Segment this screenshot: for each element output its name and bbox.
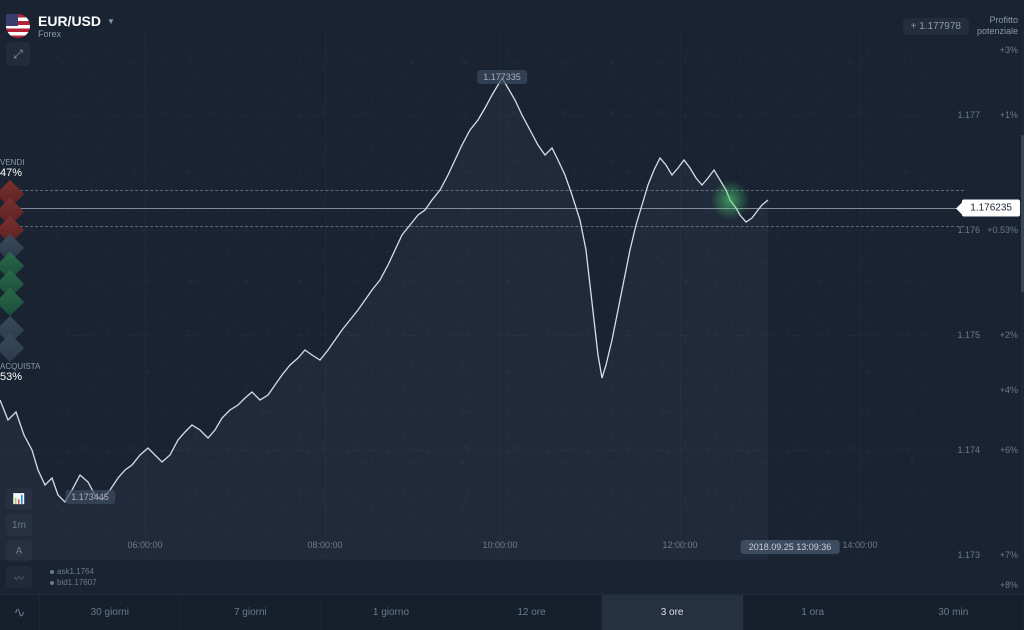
pair-type: Forex <box>38 29 115 39</box>
chart-area: 1.177335 1.173445 1.176235 2018.09.25 13… <box>0 0 1024 592</box>
indicators-button[interactable]: 〰 <box>6 566 32 588</box>
timeframe-option[interactable]: 1 ora <box>743 595 884 630</box>
timeframe-toggle[interactable]: ∿ <box>0 595 40 630</box>
timeframe-option[interactable]: 3 ore <box>602 595 743 630</box>
timeframe-bar: ∿ 30 giorni7 giorni1 giorno12 ore3 ore1 … <box>0 594 1024 630</box>
pair-name: EUR/USD <box>38 13 115 29</box>
timeframe-option[interactable]: 30 giorni <box>40 595 181 630</box>
timestamp-marker: 2018.09.25 13:09:36 <box>741 540 840 554</box>
sell-label: VENDI <box>0 158 24 167</box>
instrument-selector[interactable]: EUR/USD Forex <box>38 13 115 39</box>
peak-value-label: 1.177335 <box>477 70 527 84</box>
timeframe-option[interactable]: 30 min <box>883 595 1024 630</box>
top-price-pill: + 1.177978 <box>903 18 969 35</box>
price-chart-svg <box>0 0 1024 592</box>
timeframe-option[interactable]: 12 ore <box>462 595 603 630</box>
low-value-label: 1.173445 <box>65 490 115 504</box>
buy-sentiment: ACQUISTA 53% <box>0 362 40 383</box>
timeframe-mini-button[interactable]: 1m <box>6 514 32 536</box>
buy-pct: 53% <box>0 371 40 383</box>
sell-sentiment: VENDI 47% <box>0 158 24 179</box>
timeframe-option[interactable]: 1 giorno <box>321 595 462 630</box>
profit-label: Profittopotenziale <box>977 15 1018 37</box>
price-glow <box>710 180 750 220</box>
drawing-tools-button[interactable]: Ạ <box>6 540 32 562</box>
sell-diamond-stack <box>0 186 20 310</box>
current-price-badge: 1.176235 <box>962 200 1020 217</box>
chart-type-button[interactable]: 📊 <box>6 488 32 510</box>
left-tools: 📊 1m Ạ 〰 <box>6 488 32 588</box>
timeframe-option[interactable]: 7 giorni <box>181 595 322 630</box>
buy-diamond-stack <box>0 322 20 356</box>
sell-pct: 47% <box>0 167 24 179</box>
header: EUR/USD Forex + 1.177978 Profittopotenzi… <box>6 6 1018 46</box>
flag-icon <box>6 14 30 38</box>
buy-label: ACQUISTA <box>0 362 40 371</box>
